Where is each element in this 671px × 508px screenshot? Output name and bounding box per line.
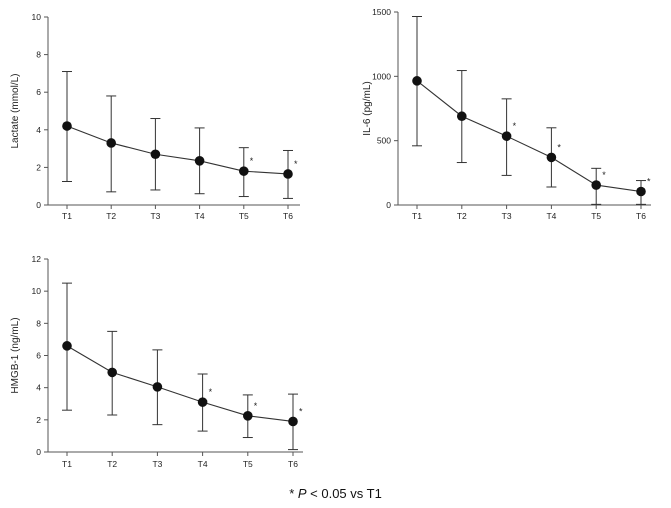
y-tick-label: 8: [36, 318, 41, 328]
footnote-text: < 0.05 vs T1: [306, 486, 382, 501]
data-point: [150, 149, 161, 160]
x-tick-label: T1: [62, 459, 72, 469]
data-point: [62, 341, 72, 351]
y-tick-label: 0: [36, 200, 41, 210]
x-tick-label: T1: [62, 211, 72, 221]
x-tick-label: T4: [195, 211, 205, 221]
significance-star: *: [602, 170, 606, 180]
y-tick-label: 1000: [372, 71, 391, 81]
x-tick-label: T6: [283, 211, 293, 221]
data-point: [412, 76, 422, 86]
data-point: [288, 416, 298, 427]
footnote-star: *: [289, 486, 298, 501]
x-tick-label: T6: [288, 459, 298, 469]
x-tick-label: T4: [546, 211, 556, 221]
y-tick-label: 0: [386, 200, 391, 210]
y-tick-label: 4: [36, 383, 41, 393]
x-tick-label: T1: [412, 211, 422, 221]
y-tick-label: 6: [36, 87, 41, 97]
figure-canvas: 0 2 4 6 8 10 T1 T2 T3 T4 T5 T6 Lactate (mmol/L) * * 0 5…: [10, 7, 651, 469]
data-point: [501, 131, 512, 141]
x-tick-label: T2: [106, 211, 116, 221]
y-tick-label: 6: [36, 351, 41, 361]
y-tick-label: 10: [32, 286, 42, 296]
data-point: [457, 111, 467, 122]
x-tick-label: T4: [198, 459, 208, 469]
data-point: [283, 169, 293, 179]
y-tick-label: 8: [36, 50, 41, 60]
x-tick-label: T3: [150, 211, 160, 221]
data-point: [243, 411, 253, 421]
data-point: [107, 367, 117, 378]
data-point: [546, 152, 557, 163]
il6-chart: 0 500 1000 1500 T1 T2 T3 T4 T5 T6 IL-6 (pg/mL) * * * *: [362, 7, 651, 221]
significance-star: *: [209, 387, 213, 397]
x-tick-label: T2: [107, 459, 117, 469]
data-point: [636, 186, 646, 197]
y-tick-label: 500: [377, 136, 391, 146]
data-point: [194, 156, 205, 166]
data-point: [591, 180, 601, 190]
data-point: [106, 138, 116, 148]
footnote-p: P: [297, 486, 307, 501]
y-tick-label: 2: [36, 162, 41, 172]
significance-star: *: [250, 156, 254, 166]
x-tick-label: T3: [152, 459, 162, 469]
lactate-chart: 0 2 4 6 8 10 T1 T2 T3 T4 T5 T6 Lactate (mmol/L) * *: [10, 12, 300, 221]
y-tick-label: 2: [36, 415, 41, 425]
data-point: [197, 397, 208, 407]
x-tick-label: T5: [239, 211, 249, 221]
significance-star: *: [299, 406, 303, 416]
significance-star: *: [254, 401, 258, 411]
data-point: [239, 166, 249, 176]
significance-star: *: [513, 121, 517, 131]
y-tick-label: 10: [32, 12, 42, 22]
significance-star: *: [557, 142, 561, 152]
y-tick-label: 1500: [372, 7, 391, 17]
x-tick-label: T6: [636, 211, 646, 221]
y-tick-label: 0: [36, 447, 41, 457]
significance-star: *: [294, 159, 298, 169]
x-tick-label: T5: [591, 211, 601, 221]
x-tick-label: T5: [243, 459, 253, 469]
data-point: [62, 121, 72, 131]
y-axis-title: HMGB-1 (ng/mL): [10, 317, 21, 393]
y-axis-title: Lactate (mmol/L): [10, 73, 21, 148]
series-line: [416, 80, 642, 193]
data-point: [152, 382, 163, 392]
significance-star: *: [647, 176, 651, 186]
y-axis-title: IL-6 (pg/mL): [362, 81, 373, 135]
y-tick-label: 4: [36, 125, 41, 135]
significance-footnote: * P < 0.05 vs T1: [0, 486, 671, 501]
y-tick-label: 12: [32, 254, 42, 264]
hmgb1-chart: 0 2 4 6 8 10 12 T1 T2 T3 T4 T5 T6 HMGB-1 (ng/mL) * * *: [10, 254, 303, 469]
series-line: [66, 345, 294, 422]
series-line: [66, 125, 289, 175]
x-tick-label: T3: [502, 211, 512, 221]
x-tick-label: T2: [457, 211, 467, 221]
